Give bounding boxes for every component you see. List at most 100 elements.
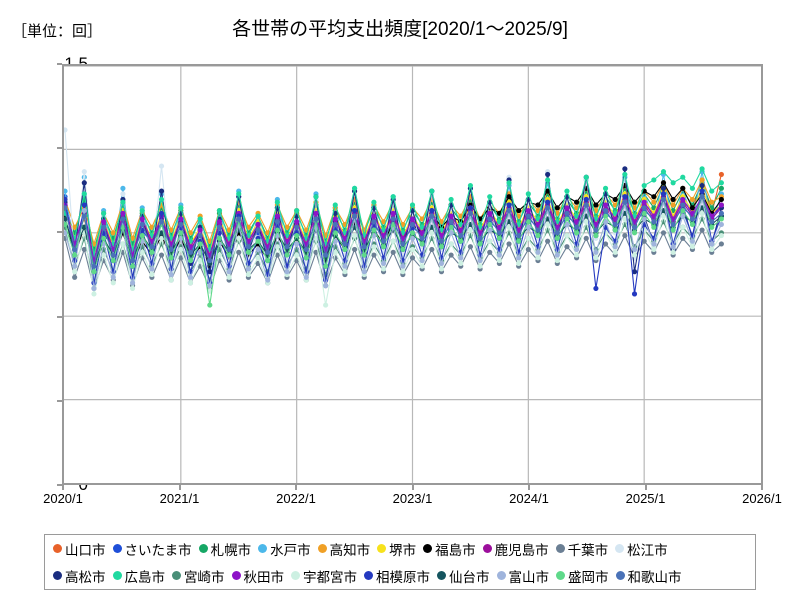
legend-item-和歌山市[interactable]: 和歌山市 <box>615 566 682 586</box>
series-marker <box>709 219 715 225</box>
series-marker <box>64 216 68 222</box>
series-marker <box>641 182 647 189</box>
series-marker <box>390 238 396 244</box>
series-marker <box>593 227 599 233</box>
x-tick-mark <box>411 485 414 490</box>
series-marker <box>351 185 358 191</box>
legend-item-仙台市[interactable]: 仙台市 <box>437 566 490 586</box>
series-marker <box>593 285 599 291</box>
legend-label: 盛岡市 <box>568 569 609 585</box>
series-marker <box>197 258 203 264</box>
legend-item-盛岡市[interactable]: 盛岡市 <box>556 566 609 586</box>
series-marker <box>197 216 203 222</box>
series-marker <box>448 230 454 236</box>
series-marker <box>612 227 618 233</box>
legend-item-広島市[interactable]: 広島市 <box>112 566 165 586</box>
legend-item-札幌市[interactable]: 札幌市 <box>198 539 251 559</box>
series-marker <box>419 216 425 222</box>
legend-item-高松市[interactable]: 高松市 <box>53 566 106 586</box>
series-marker <box>207 258 213 264</box>
x-tick-label: 2020/1 <box>43 491 83 506</box>
series-marker <box>390 216 396 222</box>
series-marker <box>400 263 406 269</box>
series-marker <box>496 258 502 264</box>
series-marker <box>593 233 599 239</box>
series-marker <box>670 196 676 203</box>
series-marker <box>139 249 145 255</box>
series-marker <box>574 230 580 236</box>
legend-item-秋田市[interactable]: 秋田市 <box>231 566 284 586</box>
legend-marker-icon <box>112 544 122 553</box>
legend-item-宇都宮市[interactable]: 宇都宮市 <box>291 566 357 586</box>
series-marker <box>593 249 599 255</box>
legend-item-山口市[interactable]: 山口市 <box>53 539 106 559</box>
series-marker <box>641 238 647 244</box>
series-marker <box>525 235 531 241</box>
series-marker <box>718 202 724 208</box>
series-marker <box>265 249 271 255</box>
series-marker <box>680 196 686 203</box>
series-marker <box>545 171 551 177</box>
legend-item-鹿児島市[interactable]: 鹿児島市 <box>482 539 549 559</box>
series-marker <box>236 235 242 241</box>
series-marker <box>409 221 416 228</box>
series-marker <box>448 252 454 258</box>
chart-title: 各世帯の平均支出頻度[2020/1～2025/9] <box>232 19 568 40</box>
legend-label: 鹿児島市 <box>494 542 549 558</box>
series-marker <box>294 224 300 230</box>
series-marker <box>168 271 174 278</box>
series-marker <box>64 221 68 228</box>
series-marker <box>110 258 116 264</box>
series-marker <box>158 196 165 203</box>
series-marker <box>72 252 78 258</box>
series-marker <box>689 216 696 222</box>
series-marker <box>564 188 570 194</box>
series-marker <box>583 196 589 203</box>
series-marker <box>72 274 78 280</box>
legend-item-高知市[interactable]: 高知市 <box>317 539 370 559</box>
series-marker <box>680 213 686 219</box>
series-marker <box>120 216 126 222</box>
legend-item-堺市[interactable]: 堺市 <box>377 539 416 559</box>
legend-item-福島市[interactable]: 福島市 <box>423 539 476 559</box>
series-marker <box>158 219 165 225</box>
series-marker <box>323 252 329 258</box>
series-marker <box>216 252 223 258</box>
x-tick-label: 2025/1 <box>625 491 666 506</box>
chart-series <box>64 194 724 269</box>
series-marker <box>226 252 232 258</box>
series-marker <box>718 210 724 216</box>
legend-item-松江市[interactable]: 松江市 <box>615 539 668 559</box>
series-marker <box>612 249 618 255</box>
series-marker <box>236 216 242 222</box>
legend-marker-icon <box>317 544 327 553</box>
series-marker <box>236 249 242 255</box>
series-marker <box>400 221 406 228</box>
series-marker <box>236 191 242 197</box>
legend-item-さいたま市[interactable]: さいたま市 <box>112 539 192 559</box>
series-marker <box>554 230 560 236</box>
legend-item-相模原市[interactable]: 相模原市 <box>364 566 430 586</box>
series-marker <box>216 235 223 241</box>
series-marker <box>332 249 338 255</box>
legend-item-千葉市[interactable]: 千葉市 <box>555 539 608 559</box>
series-marker <box>323 283 329 289</box>
series-marker <box>390 210 396 216</box>
series-marker <box>574 224 580 230</box>
series-marker <box>303 274 309 280</box>
legend-label: 松江市 <box>627 542 668 558</box>
legend-item-水戸市[interactable]: 水戸市 <box>258 539 311 559</box>
x-tick-label: 2023/1 <box>392 491 433 506</box>
legend-item-富山市[interactable]: 富山市 <box>496 566 549 586</box>
legend-item-宮崎市[interactable]: 宮崎市 <box>172 566 225 586</box>
series-marker <box>129 235 136 241</box>
series-marker <box>255 213 261 219</box>
x-tick-mark <box>528 485 530 490</box>
series-marker <box>506 241 512 247</box>
series-marker <box>226 274 232 280</box>
legend-marker-icon <box>555 544 565 553</box>
series-marker <box>429 213 435 219</box>
series-marker <box>545 238 551 244</box>
series-marker <box>516 260 522 266</box>
